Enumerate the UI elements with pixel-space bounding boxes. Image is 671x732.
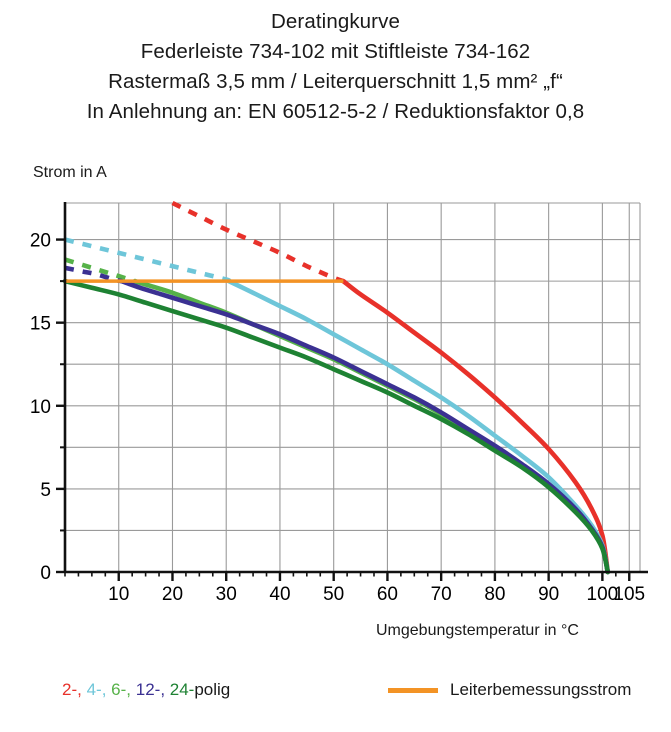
y-axis-title: Strom in A [33, 164, 107, 181]
legend-rated-current-entry: Leiterbemessungsstrom [388, 680, 631, 700]
x-tick-label: 80 [484, 584, 505, 605]
x-tick-label: 40 [269, 584, 290, 605]
rated-current-swatch [388, 687, 438, 693]
series-12-polig [64, 265, 611, 575]
y-tick-label: 20 [30, 231, 51, 252]
y-tick-label: 15 [30, 314, 51, 335]
legend-label-4-polig: 4- [86, 680, 102, 699]
series-6-polig [64, 257, 611, 575]
legend-label-24-polig: 24- [169, 680, 195, 699]
chart-legend: 2-, 4-, 6-, 12-, 24-polig Leiterbemessun… [0, 680, 671, 720]
axes-layer [56, 202, 648, 581]
x-tick-label: 20 [162, 584, 183, 605]
legend-series-entry: 2-, 4-, 6-, 12-, 24-polig [62, 680, 230, 700]
title-line-3: Rastermaß 3,5 mm / Leiterquerschnitt 1,5… [108, 70, 563, 93]
x-tick-label: 105 [613, 584, 645, 605]
x-tick-label: 30 [216, 584, 237, 605]
curves-layer [62, 200, 611, 575]
title-line-2: Federleiste 734-102 mit Stiftleiste 734-… [140, 40, 531, 63]
legend-label-2-polig: 2- [62, 680, 78, 699]
title-line-1: Deratingkurve [271, 10, 400, 33]
legend-label-12-polig: 12- [135, 680, 161, 699]
x-tick-label: 100 [587, 584, 619, 605]
y-tick-label: 0 [40, 563, 51, 584]
chart-title-block: Deratingkurve Federleiste 734-102 mit St… [0, 0, 671, 127]
grid-layer [65, 202, 641, 572]
x-tick-label: 90 [538, 584, 559, 605]
legend-label-6-polig: 6- [111, 680, 127, 699]
legend-separator: , [101, 680, 112, 699]
y-tick-label: 10 [30, 397, 51, 418]
x-tick-label: 10 [108, 584, 129, 605]
legend-separator: polig [194, 680, 231, 699]
x-axis-title: Umgebungstemperatur in °C [376, 622, 579, 639]
legend-rated-current-label: Leiterbemessungsstrom [450, 680, 632, 699]
legend-separator: , [77, 680, 87, 699]
x-tick-label: 70 [431, 584, 452, 605]
series-2-polig [171, 200, 611, 575]
x-tick-label: 50 [323, 584, 344, 605]
legend-separator: , [160, 680, 170, 699]
y-tick-label: 5 [40, 480, 51, 501]
x-tick-label: 60 [377, 584, 398, 605]
legend-separator: , [126, 680, 136, 699]
title-line-4: In Anlehnung an: EN 60512-5-2 / Reduktio… [86, 100, 585, 123]
series-24-polig [62, 278, 611, 575]
